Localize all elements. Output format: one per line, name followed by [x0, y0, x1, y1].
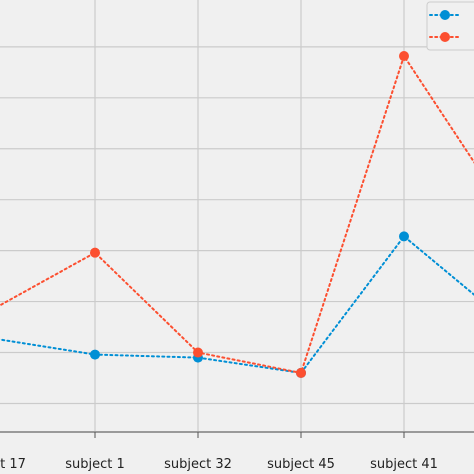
legend-swatch-marker [440, 10, 450, 20]
series-1-line [0, 234, 474, 374]
legend-swatch-marker [440, 32, 450, 42]
legend [426, 1, 474, 51]
x-tick-label: subject 17 [0, 457, 26, 472]
series-2 [0, 51, 474, 378]
x-tick-label: subject 1 [65, 457, 125, 472]
series-2-line [0, 53, 474, 375]
x-tick-label: subject 45 [267, 457, 335, 472]
data-point [296, 367, 306, 378]
x-tick-label: subject 32 [164, 457, 232, 472]
x-axis-ticks: subject 17 subject 1 subject 32 subject 45 s… [0, 432, 438, 472]
data-point [193, 347, 203, 358]
legend-box [426, 1, 474, 51]
series-layer [0, 51, 474, 378]
data-point [90, 247, 100, 258]
data-point [90, 349, 100, 360]
data-point [399, 231, 409, 242]
data-point [399, 51, 409, 62]
x-tick-label: subject 41 [370, 457, 438, 472]
